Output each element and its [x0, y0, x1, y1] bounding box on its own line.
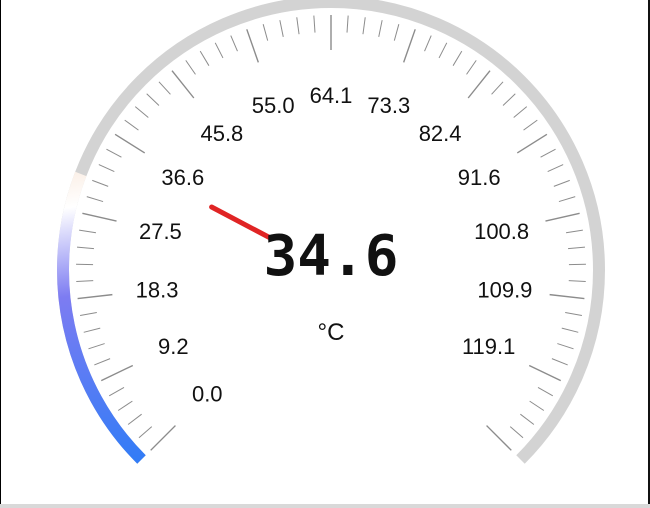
minor-tick — [557, 343, 574, 350]
gauge-unit: °C — [318, 319, 345, 346]
tick-label: 109.9 — [477, 278, 532, 303]
minor-tick — [540, 148, 556, 158]
minor-tick — [452, 50, 463, 66]
minor-tick — [553, 179, 570, 187]
minor-tick — [378, 20, 383, 37]
tick-label: 64.1 — [310, 83, 353, 108]
minor-tick — [262, 24, 269, 41]
major-tick — [549, 293, 585, 300]
tick-label: 18.3 — [136, 278, 179, 303]
tick-label: 9.2 — [158, 334, 189, 359]
minor-tick — [158, 81, 171, 95]
major-tick — [516, 133, 548, 154]
major-tick — [486, 425, 512, 451]
major-tick — [402, 29, 416, 63]
minor-tick — [502, 93, 516, 106]
gauge-color-range — [57, 171, 146, 464]
minor-tick — [92, 179, 109, 187]
minor-tick — [296, 17, 300, 35]
bottom-border — [0, 504, 650, 508]
minor-tick — [567, 246, 586, 250]
minor-tick — [466, 60, 477, 75]
minor-tick — [214, 42, 224, 59]
minor-tick — [230, 35, 238, 52]
minor-tick — [83, 327, 101, 333]
major-tick — [467, 70, 491, 99]
minor-tick — [529, 400, 545, 411]
minor-tick — [117, 400, 133, 411]
minor-tick — [124, 119, 139, 131]
tick-label: 100.8 — [474, 219, 529, 244]
minor-tick — [537, 387, 554, 397]
minor-tick — [520, 413, 535, 425]
major-tick — [77, 293, 113, 300]
minor-tick — [185, 60, 196, 75]
minor-tick — [509, 426, 524, 439]
minor-tick — [551, 358, 568, 366]
minor-tick — [80, 312, 97, 317]
minor-tick — [138, 426, 153, 439]
tick-label: 45.8 — [200, 121, 243, 146]
minor-tick — [558, 196, 576, 203]
minor-tick — [199, 50, 210, 66]
minor-tick — [146, 93, 160, 106]
minor-tick — [547, 164, 564, 173]
major-tick — [545, 212, 580, 222]
tick-label: 27.5 — [139, 219, 182, 244]
minor-tick — [346, 15, 349, 33]
minor-tick — [438, 42, 448, 59]
minor-tick — [523, 119, 538, 131]
minor-tick — [568, 280, 586, 282]
major-tick — [528, 364, 562, 382]
minor-tick — [362, 17, 366, 35]
gauge-value: 34.6 — [264, 224, 399, 289]
gauge-needle — [209, 204, 274, 241]
minor-tick — [134, 106, 149, 118]
minor-tick — [513, 106, 528, 118]
right-border — [648, 0, 650, 508]
major-tick — [100, 364, 134, 382]
minor-tick — [79, 229, 97, 234]
minor-tick — [108, 387, 125, 397]
minor-tick — [424, 35, 432, 52]
tick-label: 55.0 — [252, 93, 295, 118]
tick-label: 82.4 — [419, 121, 462, 146]
tick-label: 0.0 — [192, 382, 223, 407]
tick-label: 36.6 — [161, 165, 204, 190]
minor-tick — [561, 327, 579, 333]
minor-tick — [565, 312, 582, 317]
minor-tick — [279, 20, 284, 37]
tick-label: 73.3 — [367, 93, 410, 118]
minor-tick — [76, 246, 95, 250]
major-tick — [114, 133, 146, 154]
major-tick — [171, 70, 195, 99]
minor-tick — [393, 24, 400, 41]
tick-label: 91.6 — [458, 165, 501, 190]
minor-tick — [76, 280, 94, 282]
minor-tick — [313, 15, 316, 33]
minor-tick — [491, 81, 504, 95]
major-tick — [150, 425, 176, 451]
minor-tick — [98, 164, 115, 173]
minor-tick — [86, 196, 104, 203]
left-border — [0, 0, 1, 508]
tick-label: 119.1 — [462, 334, 515, 359]
minor-tick — [88, 343, 105, 350]
minor-tick — [127, 413, 142, 425]
gauge-tick-labels: 0.09.2 18.3 27.5 36.6 45.8 55.0 64.1 73.3 82.4 91… — [136, 83, 533, 407]
major-tick — [246, 29, 260, 63]
minor-tick — [565, 229, 583, 234]
minor-tick — [106, 148, 122, 158]
gauge-ticks — [76, 15, 586, 451]
major-tick — [82, 212, 117, 222]
minor-tick — [94, 358, 111, 366]
